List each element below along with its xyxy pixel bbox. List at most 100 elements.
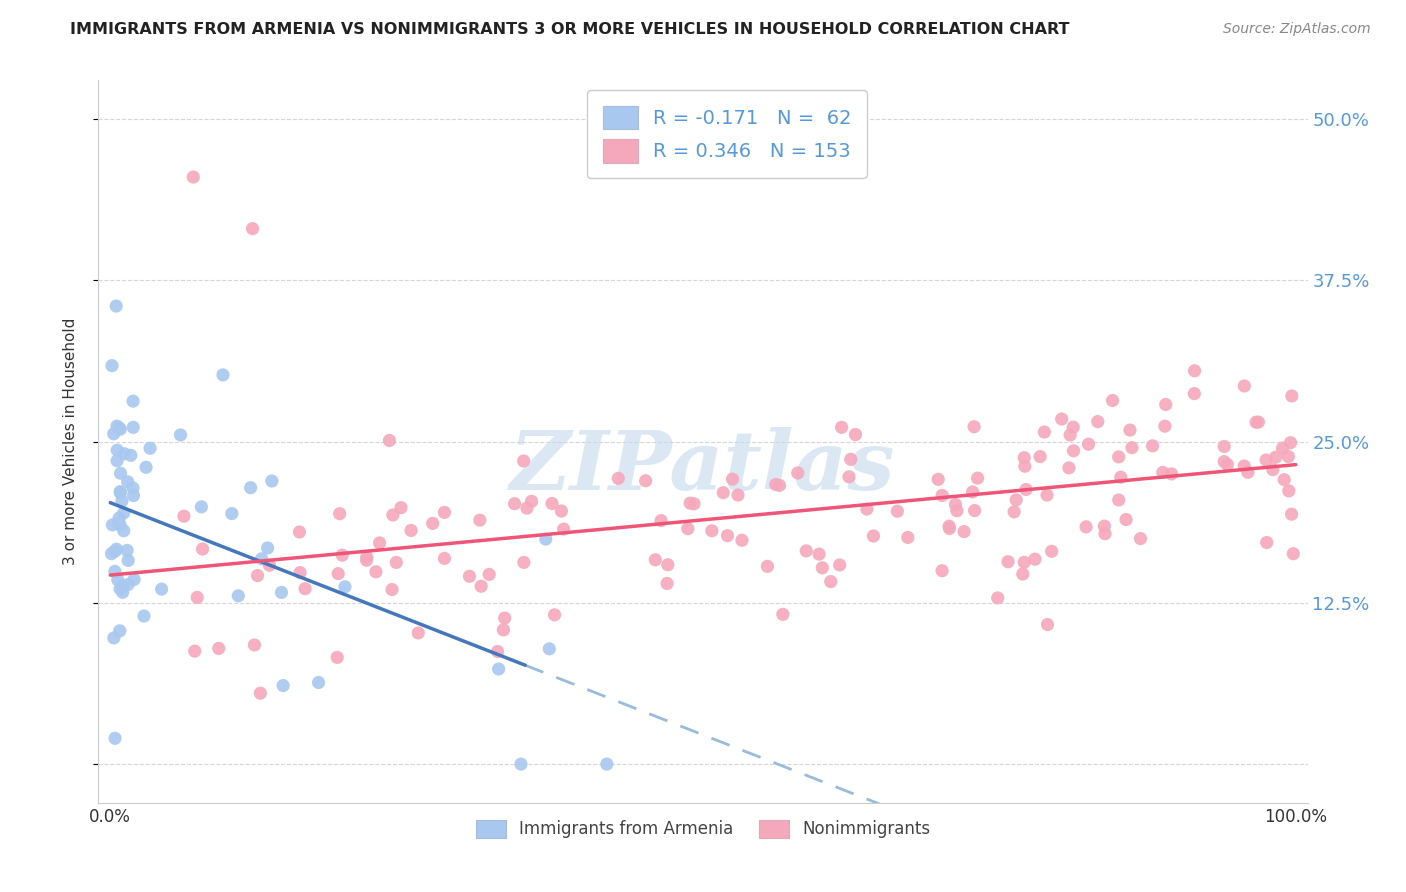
Point (329, 507, 352, 521)
Point (1233, 458, 1256, 473)
Point (963, 419, 986, 434)
Point (657, 558, 679, 572)
Point (242, 221, 264, 235)
Point (1256, 535, 1278, 549)
Point (765, 477, 787, 491)
Point (679, 496, 702, 510)
Point (1247, 415, 1270, 429)
Legend: Immigrants from Armenia, Nonimmigrants: Immigrants from Armenia, Nonimmigrants (470, 813, 936, 845)
Point (183, 644, 205, 658)
Point (494, 611, 516, 625)
Point (512, 454, 534, 468)
Point (550, 504, 572, 518)
Point (120, 448, 142, 462)
Point (534, 532, 557, 546)
Point (953, 524, 976, 539)
Point (931, 564, 953, 578)
Point (433, 551, 456, 566)
Point (1279, 435, 1302, 450)
Point (1108, 493, 1130, 508)
Point (676, 522, 699, 536)
Point (634, 474, 657, 488)
Point (966, 471, 988, 485)
Point (938, 521, 960, 535)
Point (716, 529, 738, 543)
Point (1036, 488, 1059, 502)
Point (288, 566, 311, 580)
Point (103, 426, 125, 441)
Point (1216, 458, 1239, 472)
Point (831, 420, 853, 434)
Point (112, 524, 135, 538)
Point (553, 522, 575, 536)
Point (700, 524, 723, 538)
Point (962, 484, 984, 499)
Point (808, 547, 831, 561)
Point (105, 542, 128, 557)
Point (139, 442, 162, 456)
Point (516, 501, 538, 516)
Point (1062, 420, 1084, 434)
Point (458, 569, 481, 583)
Point (931, 488, 953, 502)
Point (108, 518, 131, 533)
Point (486, 644, 509, 658)
Point (1036, 617, 1059, 632)
Point (1101, 393, 1123, 408)
Point (721, 472, 744, 486)
Point (294, 582, 316, 596)
Point (683, 497, 706, 511)
Point (538, 641, 561, 656)
Point (856, 502, 879, 516)
Point (308, 675, 330, 690)
Point (1092, 519, 1115, 533)
Point (270, 585, 292, 599)
Point (478, 567, 501, 582)
Point (101, 359, 124, 373)
Point (330, 548, 353, 562)
Point (226, 589, 249, 603)
Point (820, 574, 842, 589)
Point (212, 368, 235, 382)
Point (1012, 450, 1035, 465)
Point (101, 517, 124, 532)
Point (364, 565, 387, 579)
Point (122, 573, 145, 587)
Point (772, 607, 794, 622)
Point (1261, 463, 1284, 477)
Point (208, 641, 231, 656)
Point (243, 638, 266, 652)
Point (122, 489, 145, 503)
Text: IMMIGRANTS FROM ARMENIA VS NONIMMIGRANTS 3 OR MORE VEHICLES IN HOUSEHOLD CORRELA: IMMIGRANTS FROM ARMENIA VS NONIMMIGRANTS… (70, 22, 1070, 37)
Point (1182, 386, 1205, 401)
Point (259, 558, 281, 573)
Point (250, 551, 273, 566)
Point (356, 549, 378, 564)
Point (1272, 473, 1295, 487)
Point (110, 467, 132, 481)
Point (1057, 460, 1080, 475)
Point (1077, 437, 1099, 451)
Point (897, 531, 920, 545)
Point (173, 509, 195, 524)
Point (794, 544, 817, 558)
Point (1094, 526, 1116, 541)
Point (271, 679, 294, 693)
Point (399, 524, 422, 538)
Point (111, 579, 134, 593)
Point (488, 662, 510, 676)
Point (1281, 389, 1303, 403)
Point (1115, 512, 1137, 526)
Point (122, 481, 145, 495)
Point (520, 494, 543, 508)
Point (510, 757, 533, 772)
Point (1014, 459, 1036, 474)
Point (117, 475, 139, 489)
Point (107, 573, 129, 587)
Point (1256, 453, 1278, 467)
Point (945, 498, 967, 512)
Point (963, 503, 986, 517)
Point (181, 169, 204, 184)
Point (108, 511, 131, 525)
Point (711, 485, 734, 500)
